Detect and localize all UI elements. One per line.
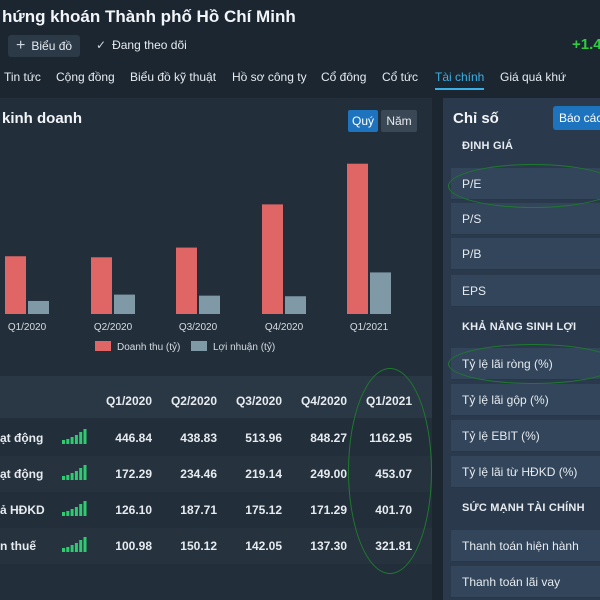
page-title: hứng khoán Thành phố Hồ Chí Minh (2, 7, 296, 26)
tab-technical-chart[interactable]: Biểu đồ kỹ thuật (130, 70, 217, 84)
panel-title: kinh doanh (2, 110, 82, 127)
ratio-item-interest-coverage[interactable]: Thanh toán lãi vay (451, 566, 600, 598)
row-label: ạt động (0, 467, 44, 481)
ratio-item-ebit[interactable]: Tỷ lệ EBIT (%) (451, 420, 600, 452)
tab-dividends[interactable]: Cổ tức (382, 70, 419, 84)
sparkline-icon (62, 501, 87, 516)
toggle-quarter[interactable]: Quý (348, 110, 378, 132)
chart-button-label: Biểu đồ (31, 39, 73, 53)
table-cell: 142.05 (245, 539, 282, 553)
table-header-bg (0, 376, 432, 418)
profit-bar[interactable] (28, 300, 49, 314)
table-cell: 100.98 (115, 539, 152, 553)
ratio-item-gross-margin[interactable]: Tỷ lệ lãi gộp (%) (451, 384, 600, 416)
tab-shareholders[interactable]: Cổ đông (321, 70, 367, 84)
ratio-item-eps[interactable]: EPS (451, 275, 600, 307)
table-cell: 234.46 (180, 467, 217, 481)
table-cell: 848.27 (310, 431, 347, 445)
revenue-bar[interactable] (347, 163, 368, 314)
table-cell: 446.84 (115, 431, 152, 445)
table-cell: 126.10 (115, 503, 152, 517)
section-profitability: KHẢ NĂNG SINH LỢI (462, 321, 577, 333)
revenue-bar[interactable] (91, 257, 112, 314)
legend-swatch (95, 341, 111, 351)
legend-label: Doanh thu (tỷ) (117, 341, 180, 353)
ratio-item-pb[interactable]: P/B (451, 238, 600, 270)
section-valuation: ĐỊNH GIÁ (462, 140, 514, 152)
col-header: Q1/2020 (105, 394, 152, 408)
table-cell: 150.12 (180, 539, 217, 553)
x-tick-label: Q1/2020 (8, 322, 47, 333)
revenue-bar[interactable] (176, 247, 197, 314)
table-row[interactable]: ạt động 172.29 234.46 219.14 249.00 453.… (0, 456, 432, 492)
col-header: Q1/2021 (365, 394, 412, 408)
table-cell: 172.29 (115, 467, 152, 481)
table-cell: 513.96 (245, 431, 282, 445)
toggle-year[interactable]: Năm (381, 110, 417, 132)
col-header: Q4/2020 (300, 394, 347, 408)
table-cell: 1162.95 (369, 431, 412, 445)
follow-label: Đang theo dõi (112, 38, 187, 52)
tab-price-history[interactable]: Giá quá khứ (500, 70, 567, 84)
table-cell: 187.71 (180, 503, 217, 517)
follow-button[interactable]: ✓ Đang theo dõi (96, 38, 187, 52)
x-tick-label: Q1/2021 (350, 322, 389, 333)
sparkline-icon (62, 537, 87, 552)
table-cell: 171.29 (310, 503, 347, 517)
profit-bar[interactable] (199, 295, 220, 314)
ratio-item-net-margin[interactable]: Tỷ lệ lãi ròng (%) (451, 348, 600, 380)
table-row[interactable]: ạt động 446.84 438.83 513.96 848.27 1162… (0, 420, 432, 456)
business-results-panel: kinh doanh Quý Năm Q1/2020 Q2/2020 Q3/2020… (0, 98, 432, 600)
ratio-item-operating-margin[interactable]: Tỷ lệ lãi từ HĐKD (%) (451, 456, 600, 488)
x-tick-label: Q2/2020 (94, 322, 133, 333)
revenue-bar[interactable] (262, 204, 283, 314)
table-cell: 401.70 (375, 503, 412, 517)
row-label: ạt động (0, 431, 44, 445)
plus-icon: + (16, 37, 26, 54)
tab-news[interactable]: Tin tức (4, 70, 41, 84)
price-change: +1.4 (572, 36, 600, 53)
table-cell: 453.07 (375, 467, 412, 481)
table-cell: 175.12 (245, 503, 282, 517)
row-label: ả HĐKD (0, 503, 45, 517)
table-row[interactable]: n thuế 100.98 150.12 142.05 137.30 321.8… (0, 528, 432, 564)
tab-community[interactable]: Cộng đồng (56, 70, 115, 84)
table-cell: 321.81 (375, 539, 412, 553)
ratios-title: Chỉ số (453, 110, 499, 127)
profit-bar[interactable] (114, 294, 135, 314)
legend-swatch (191, 341, 207, 351)
revenue-bar[interactable] (5, 256, 26, 314)
revenue-profit-chart: Q1/2020 Q2/2020 Q3/2020 Q4/2020 Q1/2021 Doanh… (5, 163, 391, 353)
section-financial-strength: SỨC MẠNH TÀI CHÍNH (462, 502, 585, 514)
check-icon: ✓ (96, 38, 107, 52)
top-bar: hứng khoán Thành phố Hồ Chí Minh + Biểu … (0, 0, 600, 98)
x-tick-label: Q3/2020 (179, 322, 218, 333)
tab-company-profile[interactable]: Hồ sơ công ty (232, 70, 307, 84)
ratio-item-pe[interactable]: P/E (451, 168, 600, 200)
col-header: Q3/2020 (235, 394, 282, 408)
nav-tabs: Tin tức Cộng đồng Biểu đồ kỹ thuật Hồ sơ… (0, 66, 600, 92)
table-row[interactable]: ả HĐKD 126.10 187.71 175.12 171.29 401.7… (0, 492, 432, 528)
table-cell: 249.00 (310, 467, 347, 481)
profit-bar[interactable] (285, 296, 306, 314)
row-label: n thuế (0, 539, 36, 553)
chart-button[interactable]: + Biểu đồ (8, 35, 81, 57)
report-button[interactable]: Báo các (553, 106, 600, 130)
table-cell: 438.83 (180, 431, 217, 445)
tab-financials[interactable]: Tài chính (435, 66, 485, 90)
col-header: Q2/2020 (170, 394, 217, 408)
x-tick-label: Q4/2020 (265, 322, 304, 333)
ratios-panel: Chỉ số Báo các ĐỊNH GIÁ P/E P/S P/B EPS … (443, 98, 600, 600)
table-cell: 137.30 (310, 539, 347, 553)
ratio-item-current-ratio[interactable]: Thanh toán hiện hành (451, 530, 600, 562)
ratio-item-ps[interactable]: P/S (451, 203, 600, 235)
sparkline-icon (62, 429, 87, 444)
legend-label: Lợi nhuận (tỷ) (213, 341, 275, 353)
table-cell: 219.14 (245, 467, 282, 481)
profit-bar[interactable] (370, 272, 391, 314)
sparkline-icon (62, 465, 87, 480)
